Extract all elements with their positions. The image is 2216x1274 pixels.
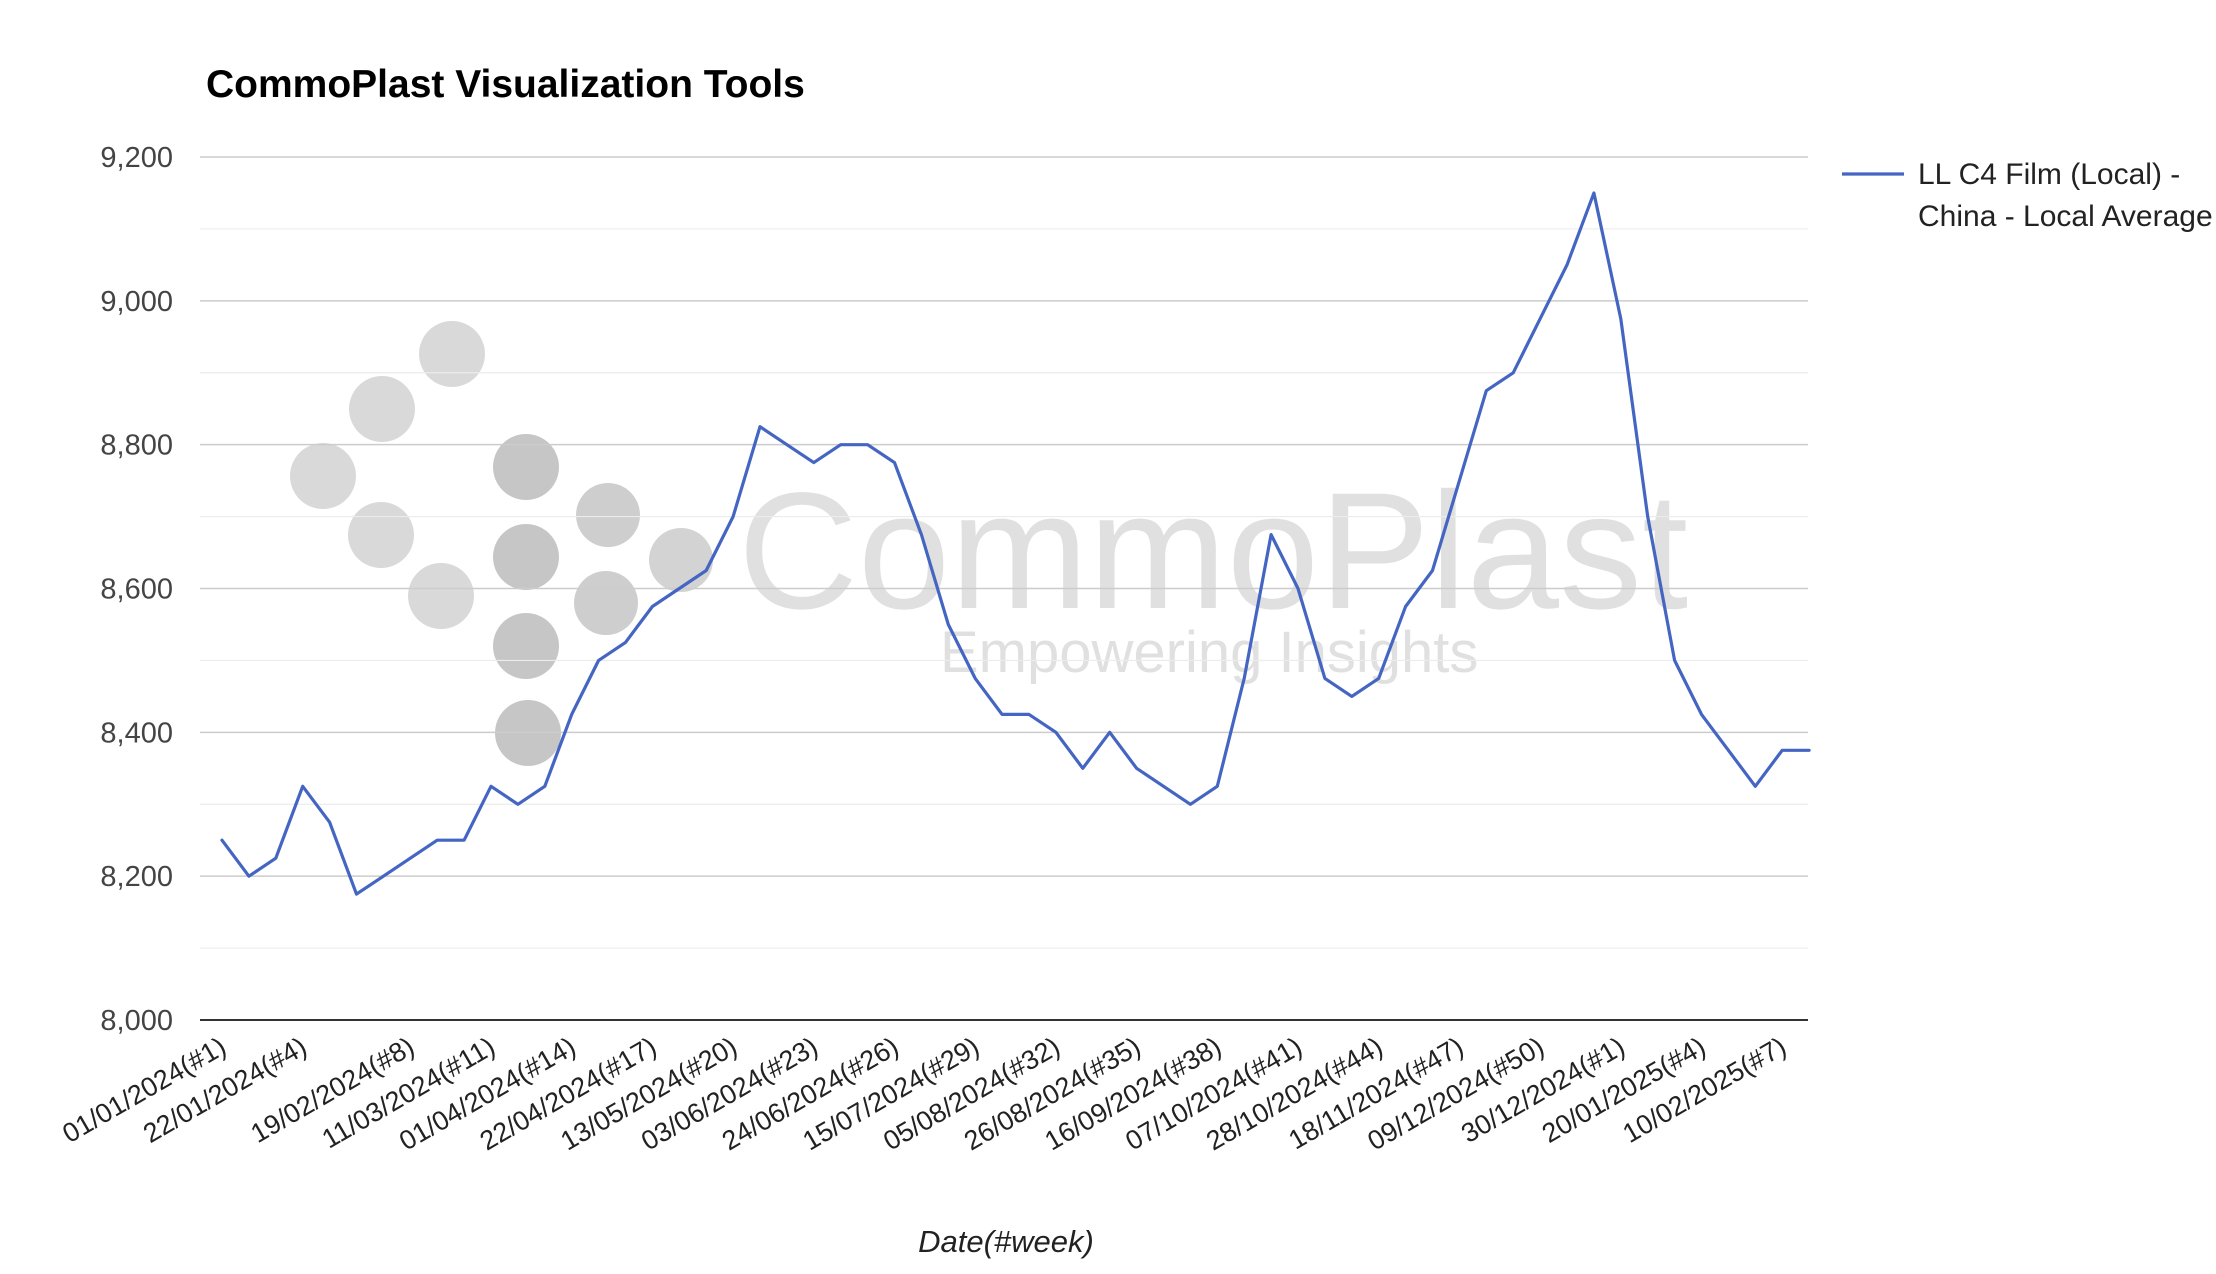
y-tick-label: 8,400 bbox=[100, 717, 173, 749]
gridlines bbox=[200, 156, 1808, 949]
logo-dot bbox=[349, 376, 415, 442]
commoplast-logo-dots bbox=[290, 321, 713, 766]
logo-dot bbox=[419, 321, 485, 387]
chart-title: CommoPlast Visualization Tools bbox=[206, 63, 805, 106]
logo-dot bbox=[576, 483, 640, 547]
logo-dot bbox=[493, 524, 559, 590]
x-axis-tick-labels: 01/01/2024(#1)22/01/2024(#4)19/02/2024(#… bbox=[57, 1031, 1791, 1156]
commoplast-watermark: CommoPlast Empowering Insights bbox=[290, 321, 1688, 766]
x-axis-label: Date(#week) bbox=[918, 1224, 1094, 1259]
watermark-brand: CommoPlast bbox=[738, 459, 1688, 644]
y-tick-label: 8,000 bbox=[100, 1005, 173, 1037]
series-line-ll-c4-film bbox=[220, 191, 1811, 896]
y-tick-label: 8,600 bbox=[100, 574, 173, 606]
logo-dot bbox=[348, 502, 414, 568]
y-tick-label: 9,000 bbox=[100, 286, 173, 318]
y-tick-label: 9,200 bbox=[100, 142, 173, 174]
y-axis-tick-labels: 8,000 8,200 8,400 8,600 8,800 9,000 9,200 bbox=[100, 142, 173, 1037]
y-tick-label: 8,200 bbox=[100, 861, 173, 893]
logo-dot bbox=[408, 563, 474, 629]
logo-dot bbox=[574, 571, 638, 635]
logo-dot bbox=[493, 613, 559, 679]
logo-dot bbox=[649, 528, 713, 592]
legend-entry-ll-c4-film: LL C4 Film (Local) -China - Local Averag… bbox=[1918, 158, 2213, 233]
legend[interactable]: LL C4 Film (Local) -China - Local Averag… bbox=[1842, 158, 2213, 233]
logo-dot bbox=[493, 434, 559, 500]
y-tick-label: 8,800 bbox=[100, 430, 173, 462]
logo-dot bbox=[290, 443, 356, 509]
